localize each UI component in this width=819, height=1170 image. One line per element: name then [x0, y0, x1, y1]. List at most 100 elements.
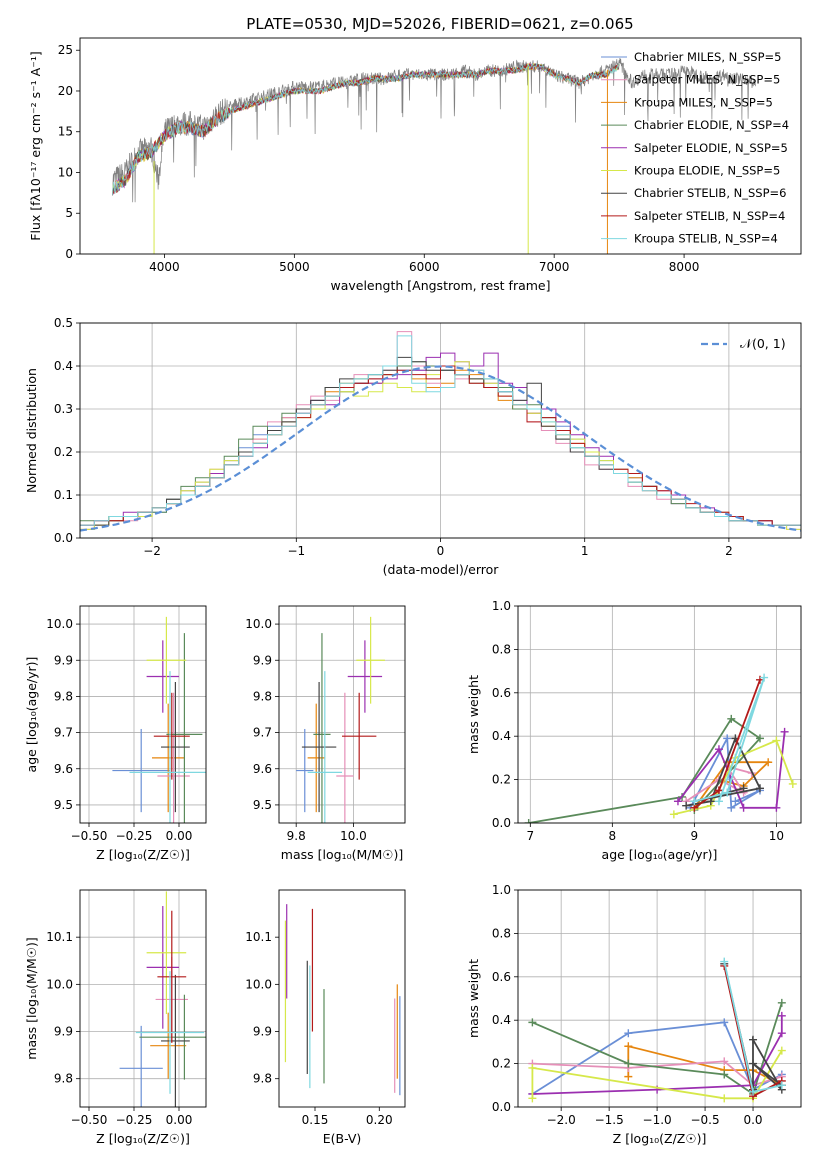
- y-tick-label: 10: [58, 165, 73, 179]
- legend-entry: 𝒩(0, 1): [740, 336, 786, 351]
- x-tick-label: 9: [691, 829, 699, 843]
- weight-marker: [723, 734, 732, 743]
- plot-area-weight-vs-age: [524, 673, 797, 823]
- y-axis-label: mass weight: [466, 675, 481, 754]
- y-tick-label: 0.0: [492, 1100, 511, 1114]
- x-tick-label: −0.25: [116, 829, 153, 843]
- errorbar-point: [146, 906, 179, 1029]
- x-axis-label: Z [log₁₀(Z/Z☉)]: [96, 847, 190, 862]
- errorbar-point: [313, 633, 331, 823]
- errorbar-point: [301, 681, 337, 813]
- x-axis-label: age [log₁₀(age/yr)]: [602, 847, 718, 862]
- x-tick-label: 6000: [409, 260, 440, 274]
- axes-frame: [278, 889, 406, 1108]
- panel-mass-vs-EBV: 0.15 0.20 9.8 9.9 10.0 10.1 E(B-V): [245, 889, 406, 1146]
- weight-marker: [760, 673, 769, 682]
- spectrum-model-line: [112, 62, 620, 196]
- x-tick-label: 8: [609, 829, 617, 843]
- panel-spectrum: 4000 5000 6000 7000 8000 0 5 10 15 20 25 wavelength…: [28, 37, 802, 293]
- spectrum-legend: Chabrier MILES, N_SSP=5 Salpeter MILES, N…: [601, 50, 789, 246]
- y-tick-label: 5: [65, 206, 73, 220]
- legend-entry: Salpeter STELIB, N_SSP=4: [634, 209, 785, 223]
- weight-marker: [528, 1094, 537, 1103]
- weight-marker: [720, 957, 729, 966]
- plot-area-weight-vs-Z: [528, 957, 786, 1103]
- panel-weight-vs-Z: −2.0 −1.5 −1.0 −0.5 0.0 0.0 0.2 0.4 0.6 0.8 1.0 Z […: [466, 883, 802, 1146]
- x-tick-label: 0.00: [166, 1113, 193, 1127]
- legend-entry: Salpeter MILES, N_SSP=5: [634, 73, 780, 87]
- weight-marker: [624, 1072, 633, 1081]
- y-tick-label: 25: [58, 43, 73, 57]
- weight-marker: [720, 1094, 729, 1103]
- x-tick-label: −0.5: [690, 1113, 719, 1127]
- errorbar-point: [129, 671, 206, 823]
- plot-area-age-vs-Z: [112, 616, 206, 823]
- y-tick-label: 15: [58, 125, 73, 139]
- errorbar-point: [139, 994, 206, 1080]
- plot-area-residuals: [80, 331, 801, 538]
- weight-marker: [739, 803, 748, 812]
- grid-age-vs-mass: [279, 606, 405, 823]
- weight-marker: [780, 727, 789, 736]
- x-tick-label: 0.00: [166, 829, 193, 843]
- weight-marker: [777, 1011, 786, 1020]
- y-tick-label: 0.4: [492, 729, 511, 743]
- x-tick-label: −1.5: [595, 1113, 624, 1127]
- legend-entry: Chabrier MILES, N_SSP=5: [634, 50, 781, 64]
- panel-mass-vs-Z: −0.50 −0.25 0.00 9.8 9.9 10.0 10.1 Z [log₁₀(Z/Z…: [24, 889, 207, 1146]
- errorbar-point: [356, 616, 385, 704]
- weight-marker: [720, 1018, 729, 1027]
- weight-marker: [690, 797, 699, 806]
- plot-area-age-vs-mass: [296, 616, 385, 823]
- panels: 4000 5000 6000 7000 80000510152025wavelength…: [24, 37, 802, 1146]
- axes-frame: [79, 605, 207, 824]
- y-tick-label: 9.9: [253, 1025, 272, 1039]
- y-tick-label: 9.9: [54, 1025, 73, 1039]
- weight-marker: [714, 786, 723, 795]
- panel-age-vs-Z: −0.50 −0.25 0.00 9.5 9.6 9.7 9.8 9.9 10.0 Z [log₁…: [24, 605, 207, 862]
- y-tick-label: 0.4: [54, 359, 73, 373]
- axes-frame: [517, 605, 802, 824]
- panel-residuals: −2 −1 0 1 2 0.0 0.1 0.2 0.3 0.4 0.5 (data-model)/er…: [24, 316, 802, 577]
- legend-entry: Kroupa MILES, N_SSP=5: [634, 95, 773, 109]
- y-tick-label: 9.8: [54, 1072, 73, 1086]
- x-tick-label: 0.20: [366, 1113, 393, 1127]
- y-tick-label: 0.5: [54, 316, 73, 330]
- weight-series-line: [693, 679, 761, 809]
- x-tick-label: −1: [287, 544, 305, 558]
- y-tick-label: 10.0: [46, 617, 73, 631]
- weight-marker: [524, 819, 533, 823]
- weight-marker: [723, 788, 732, 797]
- x-tick-label: 10: [769, 829, 784, 843]
- y-tick-label: 10.1: [46, 930, 73, 944]
- y-tick-label: 9.9: [253, 653, 272, 667]
- weight-marker: [528, 1063, 537, 1072]
- axes-frame: [517, 889, 802, 1108]
- errorbar-point: [347, 640, 383, 713]
- y-axis-label: mass [log₁₀(M/M☉)]: [24, 937, 39, 1059]
- plot-area-mass-vs-Z: [119, 891, 206, 1107]
- weight-marker: [755, 784, 764, 793]
- x-tick-label: 7000: [539, 260, 570, 274]
- panel-age-vs-mass: 9.8 10.0 9.5 9.6 9.7 9.8 9.9 10.0 mass [log₁₀(M/…: [245, 605, 406, 862]
- legend-entry: Chabrier ELODIE, N_SSP=4: [634, 118, 789, 132]
- errorbar-point: [152, 703, 185, 813]
- weight-marker: [714, 745, 723, 754]
- y-tick-label: 0.8: [492, 642, 511, 656]
- axes-frame: [278, 605, 406, 824]
- x-tick-label: −2: [143, 544, 161, 558]
- legend-entry: Salpeter ELODIE, N_SSP=5: [634, 141, 788, 155]
- x-axis-label: Z [log₁₀(Z/Z☉)]: [613, 1131, 707, 1146]
- panel-weight-vs-age: 7 8 9 10 0.0 0.2 0.4 0.6 0.8 1.0 age [log₁₀(age/yr…: [466, 599, 802, 862]
- weight-marker: [788, 779, 797, 788]
- y-tick-label: 0: [65, 247, 73, 261]
- errorbar-point: [161, 681, 190, 813]
- gaussian-curve: [80, 365, 801, 532]
- weight-marker: [673, 797, 682, 806]
- y-tick-label: 0.6: [492, 686, 511, 700]
- y-tick-label: 9.8: [253, 1072, 272, 1086]
- weight-marker: [749, 1087, 758, 1096]
- weight-marker: [772, 736, 781, 745]
- errorbar-point: [157, 910, 187, 1043]
